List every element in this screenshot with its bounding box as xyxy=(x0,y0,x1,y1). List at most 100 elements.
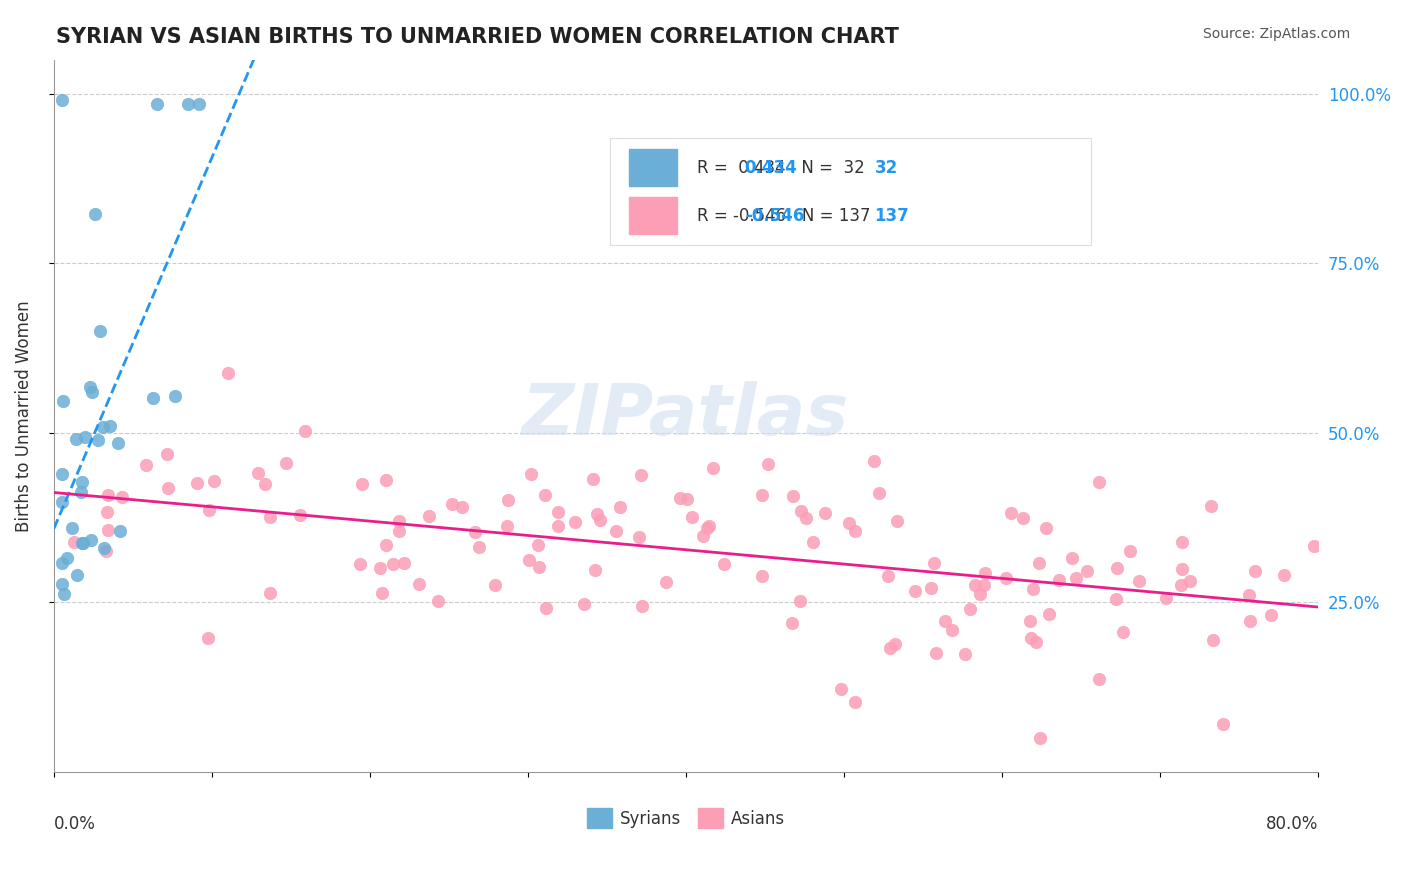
Y-axis label: Births to Unmarried Women: Births to Unmarried Women xyxy=(15,300,32,532)
Point xyxy=(782,489,804,503)
Point xyxy=(517,553,540,567)
Point xyxy=(1028,556,1050,570)
Point xyxy=(97,488,120,502)
Point xyxy=(426,594,449,608)
Point xyxy=(751,569,773,583)
Point xyxy=(1076,564,1098,578)
Point xyxy=(973,578,995,592)
Point xyxy=(692,529,714,543)
Point xyxy=(370,561,392,575)
Point xyxy=(564,515,586,529)
Point xyxy=(259,586,281,600)
Point xyxy=(780,616,803,631)
Point xyxy=(1170,577,1192,591)
Point xyxy=(697,519,720,533)
Point xyxy=(51,576,73,591)
Point xyxy=(1212,717,1234,731)
Point xyxy=(585,507,607,521)
Point xyxy=(1171,562,1194,576)
Point xyxy=(197,503,219,517)
Point xyxy=(527,560,550,574)
Point xyxy=(520,467,543,482)
Point xyxy=(1064,571,1087,585)
Point xyxy=(1199,499,1222,513)
Point xyxy=(73,430,96,444)
Point xyxy=(186,475,208,490)
Point xyxy=(51,495,73,509)
Point xyxy=(392,556,415,570)
Point xyxy=(1105,592,1128,607)
Point xyxy=(547,519,569,533)
Point xyxy=(941,624,963,638)
Point xyxy=(135,458,157,473)
Point xyxy=(1088,672,1111,686)
Point xyxy=(276,456,298,470)
Point xyxy=(963,578,986,592)
Point xyxy=(96,505,118,519)
Point xyxy=(801,535,824,549)
Point xyxy=(93,420,115,434)
Point xyxy=(371,586,394,600)
Point xyxy=(1035,521,1057,535)
Point xyxy=(879,641,901,656)
Point xyxy=(547,505,569,519)
Point xyxy=(294,424,316,438)
Point xyxy=(484,578,506,592)
Point xyxy=(1060,551,1083,566)
Text: ZIPatlas: ZIPatlas xyxy=(523,381,849,450)
Point xyxy=(290,508,312,523)
Point xyxy=(1119,544,1142,558)
Point xyxy=(582,472,605,486)
Point xyxy=(65,432,87,446)
Point xyxy=(1303,539,1326,553)
Point xyxy=(1260,608,1282,623)
Point xyxy=(62,535,84,549)
Point xyxy=(163,389,186,403)
Point xyxy=(1000,506,1022,520)
Point xyxy=(1170,535,1192,549)
Point xyxy=(496,518,519,533)
Point xyxy=(56,551,79,566)
Point xyxy=(217,366,239,380)
Point xyxy=(80,533,103,547)
Point xyxy=(98,418,121,433)
Point xyxy=(814,506,837,520)
Point xyxy=(253,477,276,491)
Point xyxy=(790,504,813,518)
Point xyxy=(107,436,129,450)
Point xyxy=(468,541,491,555)
Point xyxy=(631,599,654,613)
Point xyxy=(922,556,945,570)
Point xyxy=(588,512,610,526)
Point xyxy=(681,509,703,524)
Text: 0.0%: 0.0% xyxy=(53,814,96,833)
Point xyxy=(451,500,474,515)
Point xyxy=(1047,574,1070,588)
Point xyxy=(374,538,396,552)
Point xyxy=(1244,565,1267,579)
Point xyxy=(96,543,118,558)
Point xyxy=(920,581,942,595)
Point xyxy=(959,602,981,616)
Point xyxy=(630,468,652,483)
Point xyxy=(844,524,866,538)
Point xyxy=(676,491,699,506)
Point xyxy=(1112,625,1135,640)
Point xyxy=(496,492,519,507)
Point xyxy=(108,524,131,538)
Point xyxy=(72,475,94,489)
Point xyxy=(669,491,692,505)
Point xyxy=(1178,574,1201,589)
Point xyxy=(408,577,430,591)
Point xyxy=(1239,614,1261,628)
Point xyxy=(1012,511,1035,525)
Point xyxy=(440,497,463,511)
Point xyxy=(844,695,866,709)
Point xyxy=(1022,582,1045,597)
Point xyxy=(609,500,631,514)
Point xyxy=(994,571,1017,585)
Point xyxy=(655,574,678,589)
Point xyxy=(52,587,75,601)
Point xyxy=(583,563,606,577)
Point xyxy=(696,521,718,535)
